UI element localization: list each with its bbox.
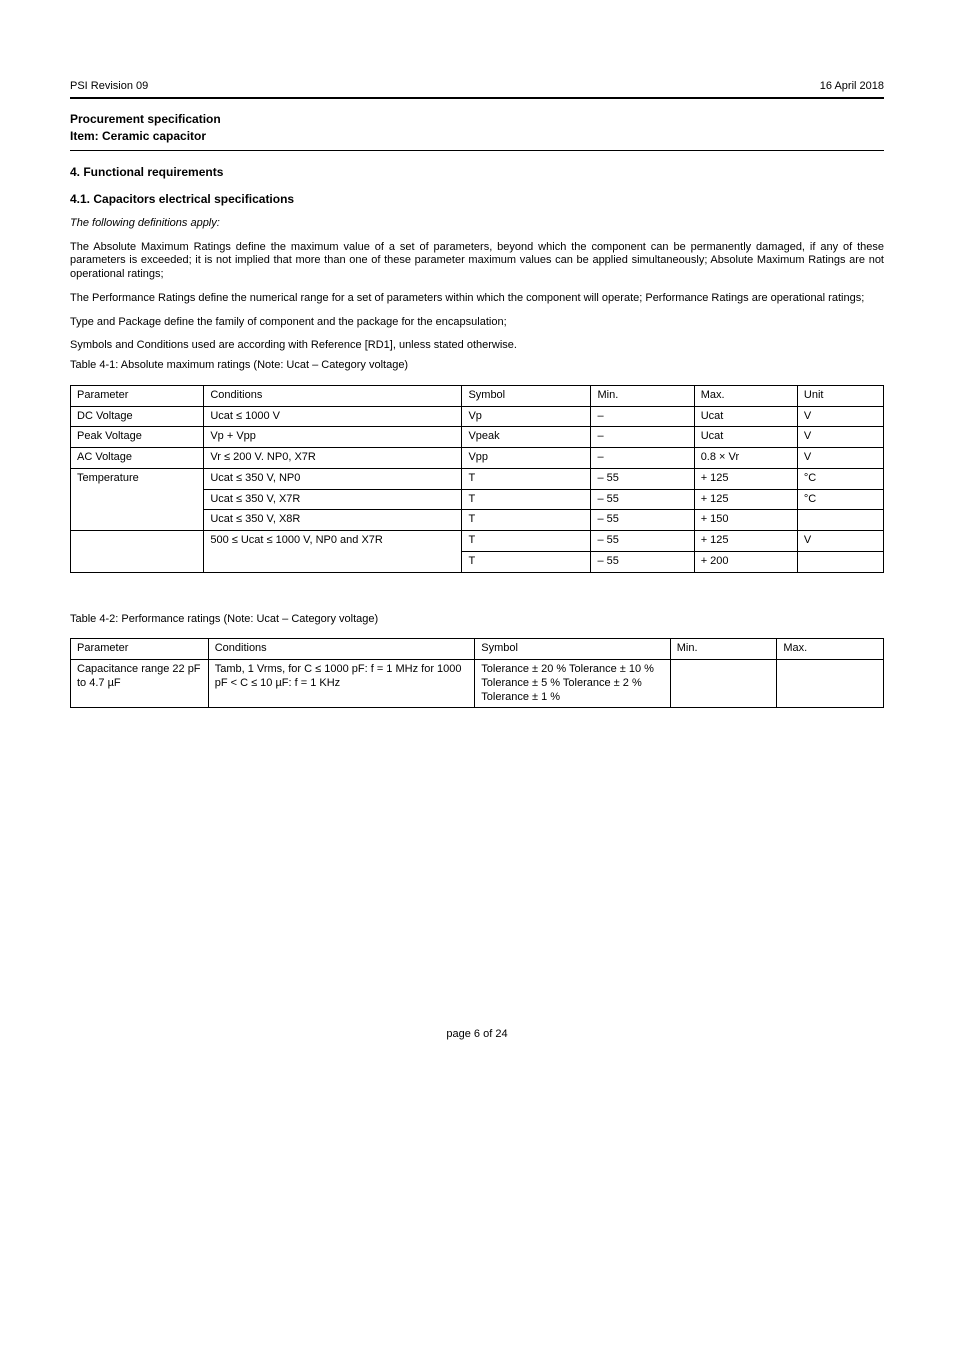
table-row: Peak Voltage Vp + Vpp Vpeak – Ucat V — [71, 427, 884, 448]
cell: – 55 — [591, 489, 694, 510]
table-1-col-3: Min. — [591, 385, 694, 406]
table-2-title: Table 4-2: Performance ratings (Note: Uc… — [70, 613, 884, 627]
doc-title-1: Procurement specification — [70, 112, 884, 127]
cell: + 125 — [694, 468, 797, 489]
cell: – 55 — [591, 551, 694, 572]
intro-text: The following definitions apply: — [70, 217, 884, 231]
cell: V — [797, 531, 883, 552]
cell: – — [591, 427, 694, 448]
cell: Ucat — [694, 427, 797, 448]
table-1-col-1: Conditions — [204, 385, 462, 406]
cell: AC Voltage — [71, 448, 204, 469]
cell: T — [462, 510, 591, 531]
cell: – — [591, 448, 694, 469]
table-1-header-row: Parameter Conditions Symbol Min. Max. Un… — [71, 385, 884, 406]
cell: Ucat ≤ 350 V, X8R — [204, 510, 462, 531]
table-2-col-4: Max. — [777, 639, 884, 660]
cell — [670, 660, 777, 708]
table-row: DC Voltage Ucat ≤ 1000 V Vp – Ucat V — [71, 406, 884, 427]
cell: V — [797, 406, 883, 427]
cell: Tamb, 1 Vrms, for C ≤ 1000 pF: f = 1 MHz… — [208, 660, 475, 708]
cell: – 55 — [591, 510, 694, 531]
cell: T — [462, 551, 591, 572]
bullet-3: Type and Package define the family of co… — [70, 316, 884, 330]
cell: T — [462, 531, 591, 552]
cell: 0.8 × Vr — [694, 448, 797, 469]
page-footer: page 6 of 24 — [70, 1028, 884, 1042]
section-4-heading: 4. Functional requirements — [70, 165, 884, 180]
table-2-col-1: Conditions — [208, 639, 475, 660]
cell: Ucat ≤ 350 V, NP0 — [204, 468, 462, 489]
table-1-title: Table 4-1: Absolute maximum ratings (Not… — [70, 359, 884, 373]
cell: + 150 — [694, 510, 797, 531]
table-1-col-0: Parameter — [71, 385, 204, 406]
table-2-col-0: Parameter — [71, 639, 209, 660]
cell: °C — [797, 489, 883, 510]
table-1-col-2: Symbol — [462, 385, 591, 406]
cell: Ucat ≤ 1000 V — [204, 406, 462, 427]
cell: DC Voltage — [71, 406, 204, 427]
cell: – 55 — [591, 531, 694, 552]
cell: Vpeak — [462, 427, 591, 448]
cell: + 125 — [694, 489, 797, 510]
cell: + 125 — [694, 531, 797, 552]
section-4-1-heading: 4.1. Capacitors electrical specification… — [70, 192, 884, 207]
cell: Ucat — [694, 406, 797, 427]
cell — [777, 660, 884, 708]
cell: 500 ≤ Ucat ≤ 1000 V, NP0 and X7R — [204, 531, 462, 573]
bullet-2: The Performance Ratings define the numer… — [70, 292, 884, 306]
table-2-header-row: Parameter Conditions Symbol Min. Max. — [71, 639, 884, 660]
cell: V — [797, 448, 883, 469]
doc-title-2: Item: Ceramic capacitor — [70, 129, 884, 151]
cell: Ucat ≤ 350 V, X7R — [204, 489, 462, 510]
cell: Vp + Vpp — [204, 427, 462, 448]
cell: Vr ≤ 200 V. NP0, X7R — [204, 448, 462, 469]
cell: Vp — [462, 406, 591, 427]
table-row: Temperature Ucat ≤ 350 V, NP0 T – 55 + 1… — [71, 468, 884, 489]
cell: Vpp — [462, 448, 591, 469]
cell: °C — [797, 468, 883, 489]
cell: + 200 — [694, 551, 797, 572]
doc-id: PSI Revision 09 — [70, 80, 148, 94]
footer-center: page 6 of 24 — [446, 1028, 507, 1042]
cell: – 55 — [591, 468, 694, 489]
cell: Tolerance ± 20 % Tolerance ± 10 % Tolera… — [475, 660, 670, 708]
cell: T — [462, 468, 591, 489]
cell: V — [797, 427, 883, 448]
table-1-col-4: Max. — [694, 385, 797, 406]
bullet-4: Symbols and Conditions used are accordin… — [70, 339, 884, 353]
table-row: AC Voltage Vr ≤ 200 V. NP0, X7R Vpp – 0.… — [71, 448, 884, 469]
table-row: Capacitance range 22 pF to 4.7 µF Tamb, … — [71, 660, 884, 708]
table-1-col-5: Unit — [797, 385, 883, 406]
table-2-col-2: Symbol — [475, 639, 670, 660]
doc-date: 16 April 2018 — [820, 80, 884, 94]
bullet-1: The Absolute Maximum Ratings define the … — [70, 241, 884, 282]
cell — [71, 531, 204, 573]
table-2: Parameter Conditions Symbol Min. Max. Ca… — [70, 638, 884, 708]
cell: Peak Voltage — [71, 427, 204, 448]
page-header: PSI Revision 09 16 April 2018 — [70, 80, 884, 99]
cell: T — [462, 489, 591, 510]
cell: – — [591, 406, 694, 427]
table-1: Parameter Conditions Symbol Min. Max. Un… — [70, 385, 884, 573]
header-top: PSI Revision 09 16 April 2018 — [70, 80, 884, 94]
cell — [797, 551, 883, 572]
cell — [797, 510, 883, 531]
table-row: 500 ≤ Ucat ≤ 1000 V, NP0 and X7R T – 55 … — [71, 531, 884, 552]
table-2-col-3: Min. — [670, 639, 777, 660]
cell: Capacitance range 22 pF to 4.7 µF — [71, 660, 209, 708]
cell: Temperature — [71, 468, 204, 530]
